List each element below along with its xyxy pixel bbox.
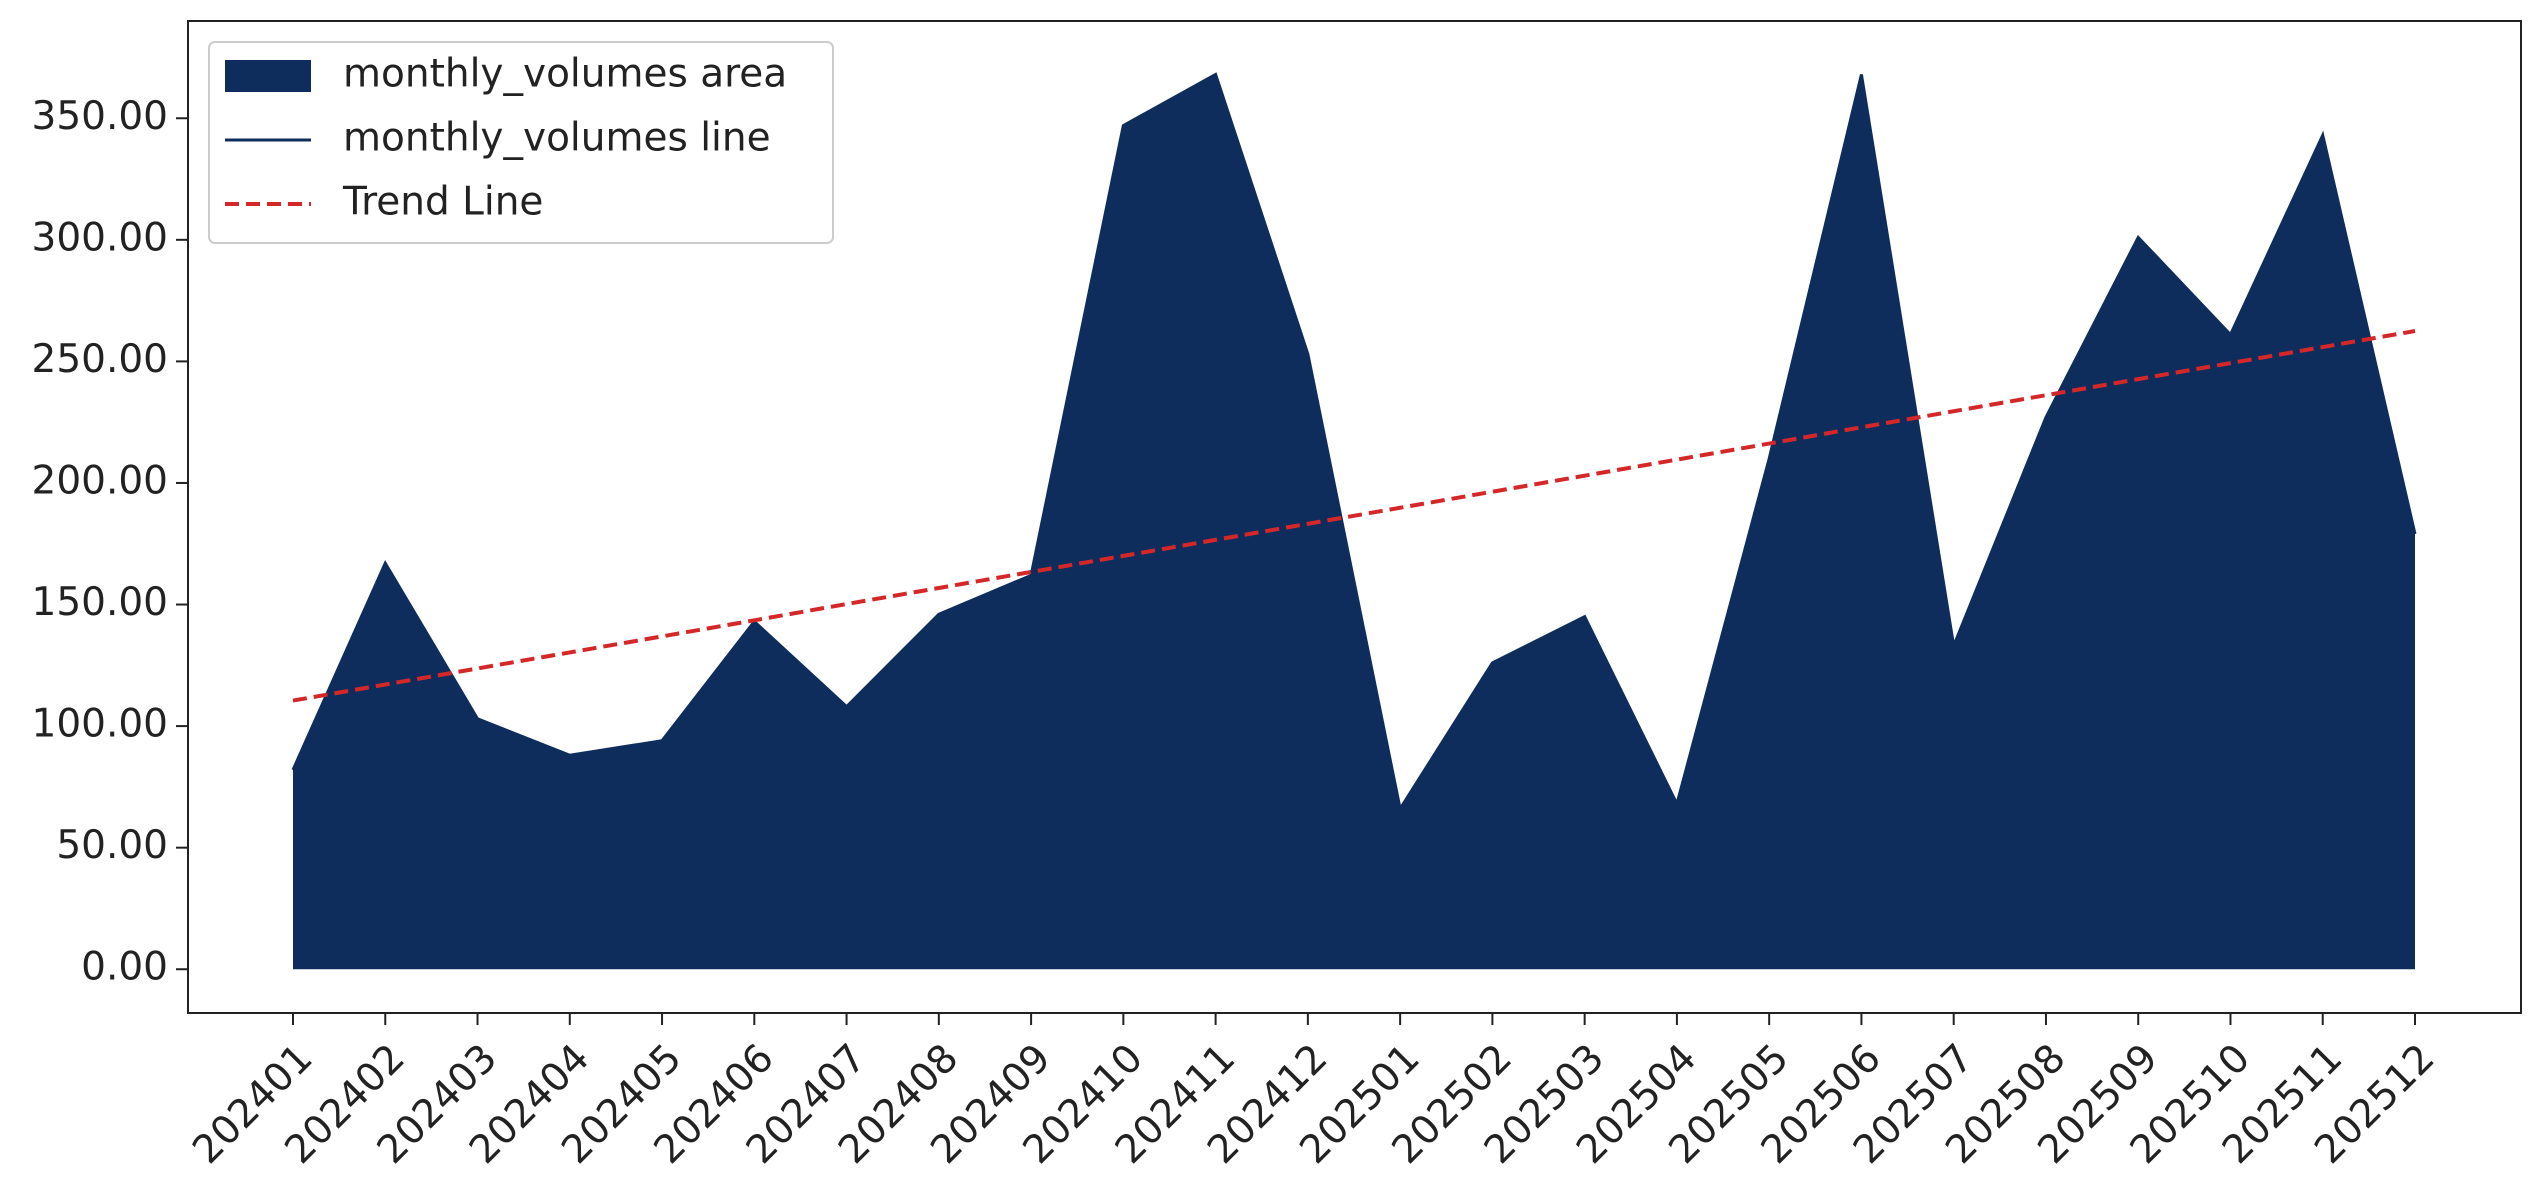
legend-label: Trend Line: [342, 180, 543, 225]
legend-label: monthly_volumes area: [343, 52, 787, 97]
y-tick-label: 250.00: [32, 337, 168, 382]
legend-label: monthly_volumes line: [343, 116, 771, 161]
y-tick-label: 0.00: [81, 945, 168, 990]
line: [291, 72, 2417, 813]
y-tick-label: 200.00: [32, 458, 168, 503]
plot-frame: [187, 20, 2522, 1014]
y-tick-label: 50.00: [56, 823, 168, 868]
legend-swatch: [225, 60, 311, 92]
y-tick-label: 100.00: [32, 702, 168, 747]
line: [292, 329, 2416, 703]
y-tick-label: 150.00: [32, 580, 168, 625]
legend-box: [208, 41, 834, 244]
y-tick-label: 300.00: [32, 215, 168, 260]
area: [293, 74, 2415, 970]
y-tick-label: 350.00: [32, 94, 168, 139]
